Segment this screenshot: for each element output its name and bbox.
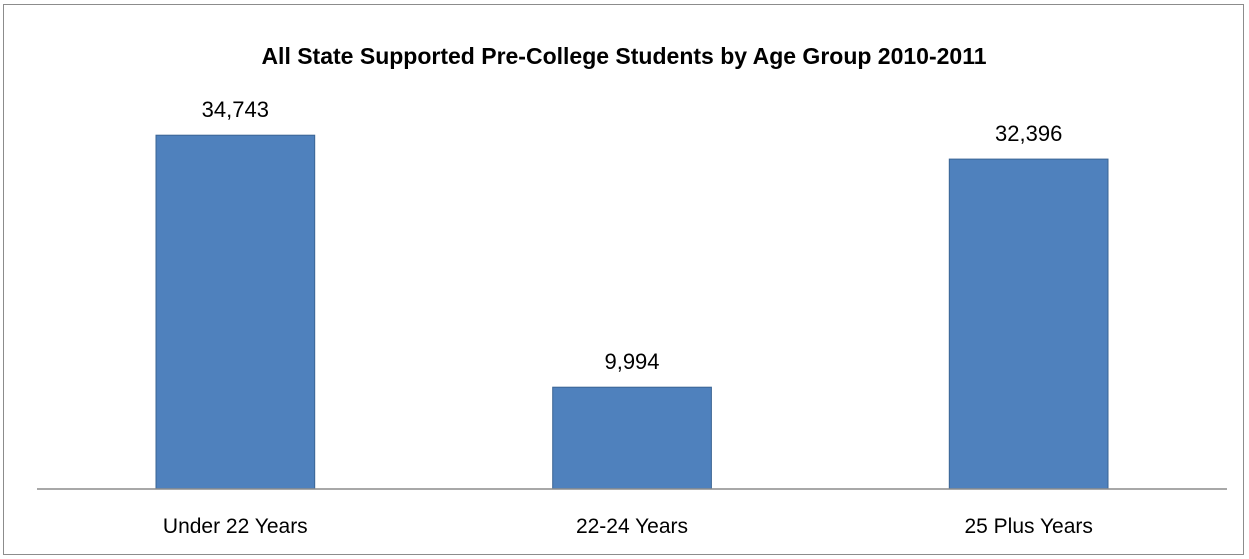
- data-label-2: 32,396: [995, 121, 1062, 146]
- data-label-0: 34,743: [202, 97, 269, 122]
- chart-title: All State Supported Pre-College Students…: [261, 43, 986, 69]
- x-tick-labels-layer: Under 22 Years 22-24 Years 25 Plus Years: [163, 515, 1093, 538]
- bar-2: [948, 158, 1109, 490]
- bars-layer: [155, 134, 1109, 490]
- data-labels-layer: 34,743 9,994 32,396: [202, 97, 1063, 374]
- x-tick-label-0: Under 22 Years: [163, 515, 308, 538]
- bar-1: [552, 386, 712, 490]
- bar-0: [155, 134, 316, 490]
- x-tick-label-1: 22-24 Years: [576, 515, 688, 538]
- x-tick-label-2: 25 Plus Years: [964, 515, 1092, 538]
- data-label-1: 9,994: [604, 349, 659, 374]
